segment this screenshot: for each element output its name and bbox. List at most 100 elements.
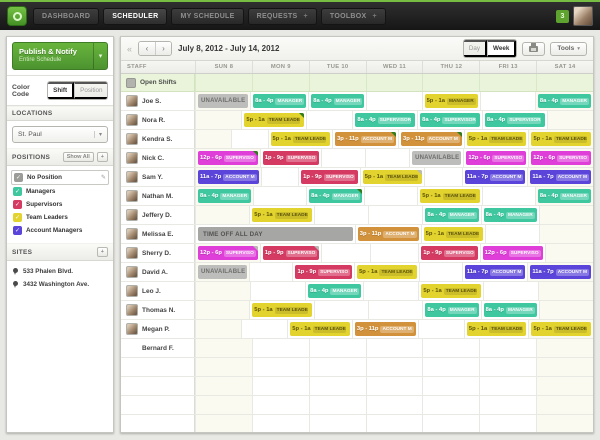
add-site-button[interactable]: +	[96, 247, 108, 257]
schedule-cell[interactable]	[251, 358, 309, 376]
schedule-cell[interactable]: 12p - 6p SUPERVISO	[528, 149, 593, 167]
schedule-cell[interactable]	[313, 301, 368, 319]
schedule-cell[interactable]: 5p - 1a TEAM LEADE	[420, 225, 486, 243]
shift-chip[interactable]: 12p - 6p SUPERVISO	[466, 151, 527, 165]
open-shift-cell[interactable]	[536, 74, 593, 91]
schedule-cell[interactable]: 11a - 7p ACCOUNT M	[527, 263, 593, 281]
schedule-cell[interactable]	[479, 339, 536, 357]
color-code-position[interactable]: Position	[74, 82, 108, 99]
shift-chip[interactable]: 8a - 4p MANAGER	[253, 94, 307, 108]
open-shift-cell[interactable]	[308, 74, 366, 91]
schedule-cell[interactable]: 5p - 1a TEAM LEADE	[528, 130, 593, 148]
open-shift-cell[interactable]	[422, 74, 479, 91]
shift-chip[interactable]: 1p - 9p SUPERVISO	[262, 151, 320, 165]
schedule-cell[interactable]	[537, 282, 593, 300]
shift-chip[interactable]: 11a - 7p ACCOUNT M	[464, 170, 526, 184]
add-position-button[interactable]: +	[96, 152, 108, 162]
shift-chip[interactable]: 1p - 9p SUPERVISO	[301, 170, 358, 184]
schedule-cell[interactable]: 11a - 7p ACCOUNT M	[195, 168, 261, 186]
empty-staff-cell[interactable]	[121, 396, 195, 414]
shift-chip[interactable]: 5p - 1a TEAM LEADE	[270, 132, 331, 146]
schedule-cell[interactable]	[479, 92, 535, 110]
open-shifts-label-cell[interactable]: Open Shifts	[121, 74, 195, 91]
schedule-cell[interactable]	[368, 206, 422, 224]
schedule-cell[interactable]: 5p - 1a TEAM LEADE	[463, 320, 529, 338]
shift-chip[interactable]: 5p - 1a TEAM LEADE	[357, 265, 417, 279]
schedule-cell[interactable]: UNAVAILABLE	[195, 263, 250, 281]
schedule-cell[interactable]	[418, 263, 462, 281]
schedule-cell[interactable]	[536, 377, 593, 395]
schedule-cell[interactable]: 5p - 1a MANAGER	[421, 92, 480, 110]
shift-chip[interactable]: 3p - 11p ACCOUNT M	[335, 132, 396, 146]
shift-chip[interactable]: 5p - 1a TEAM LEADE	[421, 284, 481, 298]
schedule-cell[interactable]: 8a - 4p MANAGER	[305, 282, 363, 300]
shift-chip[interactable]: 8a - 4p SUPERVISOR	[484, 113, 545, 127]
shift-chip[interactable]: 1p - 9p SUPERVISO	[295, 265, 353, 279]
schedule-cell[interactable]: 11a - 7p ACCOUNT M	[461, 263, 528, 281]
open-shift-cell[interactable]	[365, 74, 423, 91]
staff-name-cell[interactable]: Sherry D.	[121, 244, 195, 262]
schedule-cell[interactable]: 3p - 11p ACCOUNT M	[354, 225, 421, 243]
shift-chip[interactable]: 5p - 1a TEAM LEADE	[531, 132, 591, 146]
schedule-cell[interactable]	[195, 377, 252, 395]
schedule-cell[interactable]	[479, 377, 536, 395]
unavailable-chip[interactable]: UNAVAILABLE	[198, 265, 248, 279]
schedule-cell[interactable]	[231, 130, 267, 148]
time-off-bar[interactable]: TIME OFF ALL DAY	[198, 227, 353, 241]
staff-name-cell[interactable]: Melissa E.	[121, 225, 195, 243]
schedule-cell[interactable]	[253, 187, 306, 205]
schedule-cell[interactable]	[536, 339, 593, 357]
shift-chip[interactable]: 11a - 7p ACCOUNT M	[530, 265, 591, 279]
schedule-cell[interactable]: 8a - 4p MANAGER	[422, 301, 480, 319]
schedule-cell[interactable]: 3p - 11p ACCOUNT M	[351, 320, 418, 338]
empty-staff-cell[interactable]	[121, 415, 195, 432]
print-button[interactable]	[522, 41, 546, 56]
shift-chip[interactable]: 1p - 9p SUPERVISO	[262, 246, 320, 260]
schedule-cell[interactable]: 5p - 1a TEAM LEADE	[249, 301, 314, 319]
staff-name-cell[interactable]: Thomas N.	[121, 301, 195, 319]
edit-pencil-icon[interactable]: ✎	[100, 175, 106, 181]
schedule-cell[interactable]: 12p - 6p SUPERVISO	[195, 149, 260, 167]
schedule-cell[interactable]: 1p - 9p SUPERVISO	[292, 263, 354, 281]
tools-button[interactable]: Tools ▾	[550, 41, 587, 56]
shift-chip[interactable]: 8a - 4p MANAGER	[425, 208, 479, 222]
schedule-cell[interactable]	[424, 168, 462, 186]
schedule-cell[interactable]: 8a - 4p MANAGER	[306, 187, 364, 205]
schedule-cell[interactable]	[366, 92, 421, 110]
schedule-cell[interactable]	[364, 187, 417, 205]
unavailable-chip[interactable]: UNAVAILABLE	[412, 151, 462, 165]
schedule-cell[interactable]: 8a - 4p MANAGER	[480, 206, 539, 224]
plus-icon[interactable]: +	[303, 12, 308, 20]
shift-chip[interactable]: 3p - 11p ACCOUNT M	[357, 227, 419, 241]
shift-chip[interactable]: 5p - 1a TEAM LEADE	[423, 227, 484, 241]
app-logo[interactable]	[7, 6, 27, 26]
shift-chip[interactable]: 12p - 6p SUPERVISO	[482, 246, 543, 260]
schedule-cell[interactable]	[250, 282, 305, 300]
staff-name-cell[interactable]: Nathan M.	[121, 187, 195, 205]
schedule-cell[interactable]: 12p - 6p SUPERVISO	[195, 244, 260, 262]
schedule-cell[interactable]: 5p - 1a TEAM LEADE	[354, 263, 419, 281]
schedule-cell[interactable]: 8a - 4p SUPERVISOR	[352, 111, 417, 129]
shift-chip[interactable]: 8a - 4p MANAGER	[311, 94, 365, 108]
show-all-button[interactable]: Show All	[62, 152, 94, 162]
nav-my-schedule[interactable]: MY SCHEDULE	[171, 7, 244, 25]
shift-chip[interactable]: 8a - 4p MANAGER	[309, 189, 363, 203]
empty-staff-cell[interactable]	[121, 358, 195, 376]
staff-name-cell[interactable]: Leo J.	[121, 282, 195, 300]
schedule-cell[interactable]	[417, 320, 464, 338]
shift-chip[interactable]: 5p - 1a TEAM LEADE	[362, 170, 423, 184]
staff-name-cell[interactable]: Kendra S.	[121, 130, 195, 148]
schedule-cell[interactable]	[308, 377, 366, 395]
schedule-cell[interactable]	[536, 396, 593, 414]
schedule-cell[interactable]	[544, 244, 593, 262]
schedule-cell[interactable]	[538, 301, 593, 319]
schedule-cell[interactable]	[195, 320, 242, 338]
shift-chip[interactable]: 11a - 7p ACCOUNT M	[464, 265, 526, 279]
schedule-cell[interactable]: 1p - 9p SUPERVISO	[259, 149, 322, 167]
staff-name-cell[interactable]: Sam Y.	[121, 168, 195, 186]
schedule-cell[interactable]	[539, 225, 593, 243]
schedule-cell[interactable]	[195, 396, 252, 414]
shift-chip[interactable]: 12p - 6p SUPERVISO	[531, 151, 591, 165]
notification-badge[interactable]: 3	[556, 9, 569, 23]
schedule-cell[interactable]	[369, 244, 418, 262]
